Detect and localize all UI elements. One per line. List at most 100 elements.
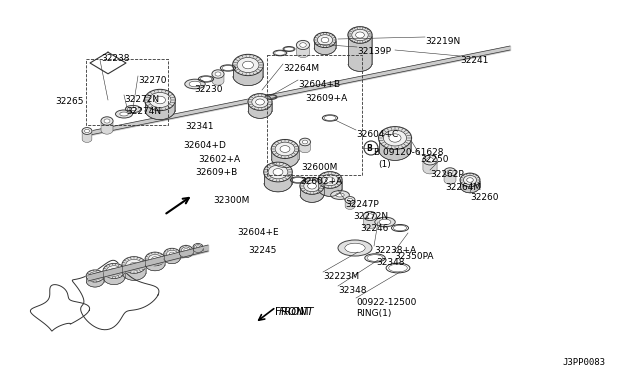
Ellipse shape <box>195 245 202 249</box>
Ellipse shape <box>271 140 299 158</box>
Text: RING(1): RING(1) <box>356 309 392 318</box>
Ellipse shape <box>212 70 224 78</box>
Ellipse shape <box>296 41 310 49</box>
Ellipse shape <box>125 105 141 113</box>
Ellipse shape <box>215 72 221 76</box>
Ellipse shape <box>164 248 180 260</box>
Ellipse shape <box>264 162 292 182</box>
Ellipse shape <box>367 214 373 218</box>
Text: 32250: 32250 <box>420 155 449 164</box>
Polygon shape <box>82 132 92 142</box>
Polygon shape <box>104 273 124 285</box>
Ellipse shape <box>101 117 113 125</box>
Ellipse shape <box>252 96 268 108</box>
Ellipse shape <box>300 43 307 47</box>
Text: 32350PA: 32350PA <box>394 252 433 261</box>
Ellipse shape <box>389 134 401 142</box>
Ellipse shape <box>322 174 339 186</box>
Ellipse shape <box>243 61 253 69</box>
Text: 32245: 32245 <box>248 246 276 255</box>
Text: 32264M: 32264M <box>283 64 319 73</box>
Ellipse shape <box>255 99 264 105</box>
Ellipse shape <box>185 79 205 89</box>
Ellipse shape <box>304 180 320 192</box>
Ellipse shape <box>237 57 259 73</box>
Ellipse shape <box>184 248 188 251</box>
Polygon shape <box>364 217 376 228</box>
Text: FRONT: FRONT <box>275 307 310 317</box>
Text: 00922-12500: 00922-12500 <box>356 298 417 307</box>
Ellipse shape <box>383 130 406 146</box>
Text: 32348: 32348 <box>338 286 367 295</box>
Text: 32604+B: 32604+B <box>298 80 340 89</box>
Ellipse shape <box>129 108 136 110</box>
Ellipse shape <box>447 170 453 174</box>
Ellipse shape <box>314 32 336 48</box>
Ellipse shape <box>182 247 191 253</box>
Text: 32262P: 32262P <box>430 170 464 179</box>
Ellipse shape <box>352 29 368 41</box>
Text: 32602+A: 32602+A <box>300 177 342 186</box>
Text: 32604+D: 32604+D <box>183 141 226 150</box>
Ellipse shape <box>154 96 166 104</box>
Polygon shape <box>461 182 479 193</box>
Ellipse shape <box>273 169 283 176</box>
Ellipse shape <box>122 257 146 273</box>
Polygon shape <box>319 183 342 196</box>
Ellipse shape <box>467 178 474 182</box>
Polygon shape <box>86 278 104 287</box>
Text: 32223M: 32223M <box>323 272 359 281</box>
Ellipse shape <box>336 193 344 197</box>
Ellipse shape <box>115 110 132 118</box>
Polygon shape <box>314 42 335 55</box>
Ellipse shape <box>189 81 201 87</box>
Polygon shape <box>248 105 271 118</box>
Ellipse shape <box>378 126 412 150</box>
Text: 32604+C: 32604+C <box>356 130 398 139</box>
Ellipse shape <box>331 190 349 199</box>
Ellipse shape <box>348 27 372 44</box>
Ellipse shape <box>179 246 193 254</box>
Polygon shape <box>145 261 164 271</box>
Text: 32230: 32230 <box>194 85 223 94</box>
Text: 32264M: 32264M <box>445 183 481 192</box>
Ellipse shape <box>106 266 122 276</box>
Text: 32348: 32348 <box>376 258 404 267</box>
Text: 32600M: 32600M <box>301 163 337 172</box>
Text: 32609+B: 32609+B <box>195 168 237 177</box>
Ellipse shape <box>300 138 310 146</box>
Ellipse shape <box>321 37 329 43</box>
Ellipse shape <box>348 198 353 202</box>
Ellipse shape <box>379 219 391 225</box>
Polygon shape <box>380 141 411 160</box>
Text: 32139P: 32139P <box>357 47 391 56</box>
Ellipse shape <box>89 272 101 280</box>
Ellipse shape <box>280 145 290 153</box>
Ellipse shape <box>317 35 333 45</box>
Polygon shape <box>349 38 371 71</box>
Polygon shape <box>101 122 113 134</box>
Ellipse shape <box>345 243 365 253</box>
Polygon shape <box>423 161 437 174</box>
Ellipse shape <box>120 112 128 116</box>
Ellipse shape <box>318 171 342 188</box>
Ellipse shape <box>130 262 138 268</box>
Ellipse shape <box>148 254 161 263</box>
Polygon shape <box>164 256 180 264</box>
Text: 32265: 32265 <box>55 97 83 106</box>
Text: 32238+A: 32238+A <box>374 246 416 255</box>
Ellipse shape <box>345 196 355 203</box>
Polygon shape <box>272 152 298 167</box>
Ellipse shape <box>92 274 99 278</box>
Text: 32238: 32238 <box>101 54 129 63</box>
Ellipse shape <box>125 259 142 271</box>
Ellipse shape <box>248 94 272 110</box>
Text: 32602+A: 32602+A <box>198 155 240 164</box>
Ellipse shape <box>426 157 433 163</box>
Text: (1): (1) <box>378 160 391 169</box>
Polygon shape <box>193 248 203 253</box>
Ellipse shape <box>152 257 158 261</box>
Text: 32604+E: 32604+E <box>237 228 278 237</box>
Ellipse shape <box>444 168 456 176</box>
Text: 32241: 32241 <box>460 56 488 65</box>
